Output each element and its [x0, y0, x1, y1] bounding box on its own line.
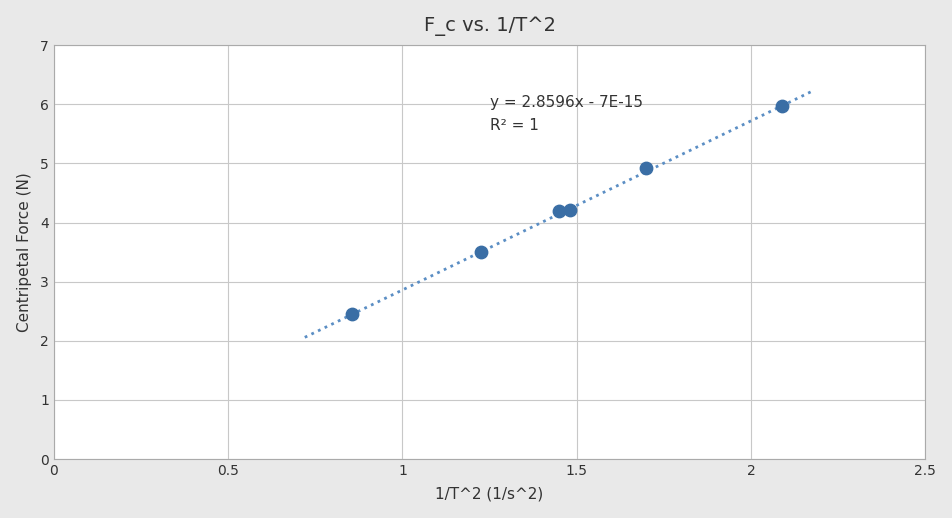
- Point: [638, 164, 653, 172]
- Text: y = 2.8596x - 7E-15
R² = 1: y = 2.8596x - 7E-15 R² = 1: [489, 95, 642, 133]
- Title: F_c vs. 1/T^2: F_c vs. 1/T^2: [423, 17, 555, 36]
- Point: [344, 310, 359, 319]
- Y-axis label: Centripetal Force (N): Centripetal Force (N): [16, 172, 31, 332]
- Point: [562, 205, 577, 213]
- Point: [774, 102, 789, 110]
- Point: [551, 207, 566, 215]
- X-axis label: 1/T^2 (1/s^2): 1/T^2 (1/s^2): [435, 486, 544, 501]
- Point: [473, 248, 488, 256]
